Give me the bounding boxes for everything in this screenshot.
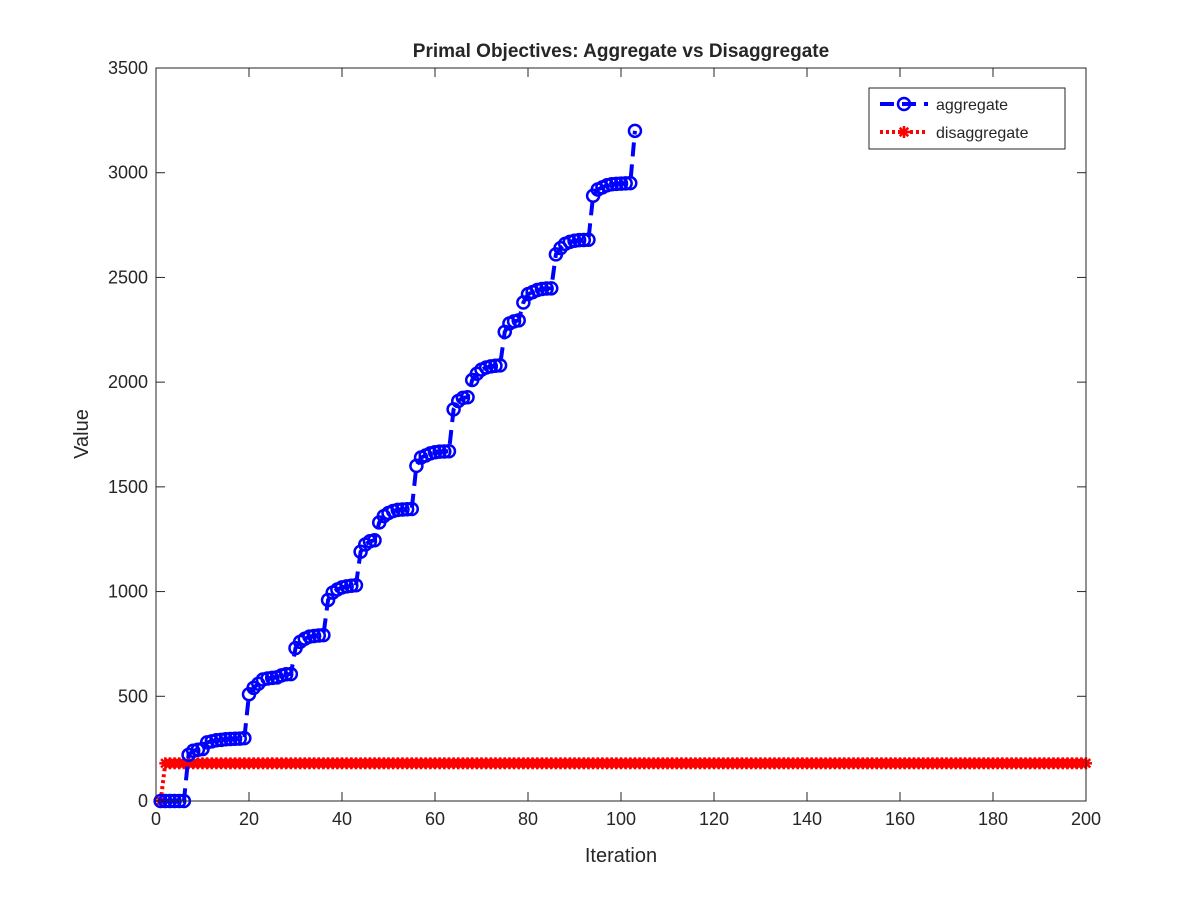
chart-title: Primal Objectives: Aggregate vs Disaggre… bbox=[413, 41, 829, 62]
series-aggregate-markers bbox=[153, 123, 643, 809]
legend: aggregate disaggregate bbox=[868, 87, 1066, 150]
data-point-aggregate bbox=[441, 444, 457, 459]
x-tick-label: 80 bbox=[518, 809, 538, 829]
y-tick-label: 500 bbox=[118, 686, 148, 706]
data-point-aggregate bbox=[627, 123, 643, 139]
data-point-aggregate bbox=[227, 731, 243, 747]
y-tick-label: 2000 bbox=[108, 372, 148, 392]
data-point-aggregate bbox=[534, 281, 550, 297]
data-point-aggregate bbox=[460, 389, 475, 405]
data-point-aggregate bbox=[265, 670, 280, 686]
data-point-aggregate bbox=[367, 533, 382, 548]
legend-disaggregate-label: disaggregate bbox=[936, 125, 1029, 142]
x-tick-label: 40 bbox=[332, 809, 352, 829]
x-tick-label: 20 bbox=[239, 809, 259, 829]
data-point-aggregate bbox=[232, 731, 247, 746]
data-point-aggregate bbox=[581, 232, 596, 247]
x-tick-label: 160 bbox=[885, 809, 915, 829]
data-point-aggregate bbox=[390, 502, 406, 518]
x-tick-label: 0 bbox=[151, 809, 161, 829]
data-point-aggregate bbox=[618, 176, 633, 191]
data-point-aggregate bbox=[209, 733, 224, 748]
data-point-aggregate bbox=[348, 578, 364, 593]
data-point-aggregate bbox=[399, 502, 415, 517]
legend-disaggregate-marker bbox=[898, 126, 910, 138]
data-point-aggregate bbox=[306, 628, 322, 644]
data-point-aggregate bbox=[344, 578, 359, 593]
x-tick-label: 120 bbox=[699, 809, 729, 829]
data-point-aggregate bbox=[571, 232, 587, 248]
data-point-aggregate bbox=[511, 313, 526, 328]
data-point-aggregate bbox=[623, 175, 638, 191]
data-point-aggregate bbox=[283, 666, 299, 682]
data-point-aggregate bbox=[609, 176, 624, 192]
x-axis: 0 20 40 60 80 100 120 140 160 180 200 bbox=[151, 68, 1101, 829]
y-axis: 0 500 1000 1500 2000 2500 3000 3500 bbox=[108, 58, 1086, 811]
data-point-aggregate bbox=[404, 501, 419, 517]
data-point-aggregate bbox=[488, 358, 503, 374]
legend-aggregate-marker bbox=[896, 96, 912, 112]
y-tick-label: 3500 bbox=[108, 58, 148, 78]
data-point-aggregate bbox=[316, 627, 331, 643]
x-axis-label: Iteration bbox=[585, 845, 657, 867]
legend-asterisk bbox=[898, 126, 910, 138]
x-tick-label: 200 bbox=[1071, 809, 1101, 829]
data-point-aggregate bbox=[576, 232, 592, 248]
data-point-aggregate bbox=[218, 731, 233, 747]
legend-aggregate-label: aggregate bbox=[936, 97, 1008, 114]
data-point-aggregate bbox=[544, 281, 559, 296]
x-tick-label: 100 bbox=[606, 809, 636, 829]
y-tick-label: 1500 bbox=[108, 477, 148, 497]
y-axis-label: Value bbox=[71, 409, 93, 459]
data-point-aggregate bbox=[223, 731, 238, 747]
data-point-aggregate bbox=[437, 444, 452, 459]
data-point-aggregate bbox=[395, 502, 410, 517]
y-tick-label: 2500 bbox=[108, 267, 148, 287]
y-tick-label: 3000 bbox=[108, 163, 148, 183]
y-tick-label: 1000 bbox=[108, 582, 148, 602]
data-point-aggregate bbox=[237, 730, 252, 746]
data-point-aggregate bbox=[613, 176, 629, 191]
data-layer bbox=[153, 123, 1092, 809]
data-point-aggregate bbox=[604, 176, 619, 192]
y-tick-label: 0 bbox=[138, 791, 148, 811]
x-tick-label: 140 bbox=[792, 809, 822, 829]
x-tick-label: 180 bbox=[978, 809, 1008, 829]
data-point-aggregate bbox=[432, 444, 447, 459]
data-point-aggregate bbox=[278, 667, 294, 682]
series-disaggregate-markers bbox=[154, 757, 1092, 807]
data-point-aggregate bbox=[311, 628, 326, 643]
data-point-aggregate bbox=[492, 358, 508, 373]
x-tick-label: 60 bbox=[425, 809, 445, 829]
data-point-aggregate bbox=[539, 281, 554, 296]
